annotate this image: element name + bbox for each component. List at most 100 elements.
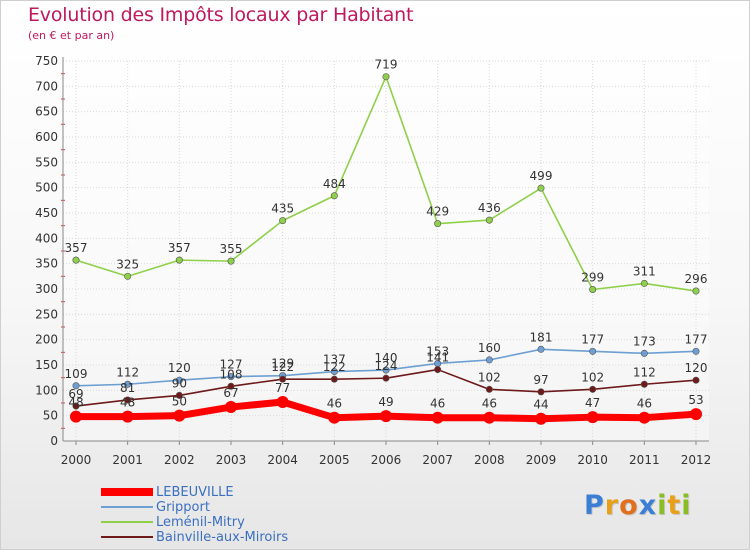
data-point — [692, 287, 700, 295]
data-point — [70, 410, 82, 423]
data-point — [485, 216, 493, 224]
legend-label: Leménil-Mitry — [156, 515, 245, 530]
y-tick-label: 100 — [35, 383, 58, 397]
data-label: 102 — [478, 370, 501, 384]
data-label: 436 — [478, 201, 501, 215]
data-point — [279, 217, 287, 225]
data-point — [640, 279, 648, 287]
data-label: 50 — [172, 395, 187, 409]
data-label: 112 — [116, 365, 139, 379]
y-tick-label: 150 — [35, 358, 58, 372]
data-point — [330, 368, 338, 376]
data-point — [638, 411, 651, 424]
data-label: 122 — [271, 360, 294, 374]
data-point — [382, 374, 390, 382]
data-point — [483, 411, 496, 424]
data-point — [537, 345, 545, 353]
data-label: 102 — [581, 370, 604, 384]
data-label: 44 — [533, 398, 548, 412]
data-point — [692, 347, 700, 355]
x-tick-label: 2012 — [681, 453, 712, 467]
legend-label: LEBEUVILLE — [156, 485, 234, 500]
data-point — [589, 286, 597, 294]
data-label: 137 — [323, 353, 346, 367]
chart-title: Evolution des Impôts locaux par Habitant — [28, 4, 414, 26]
y-tick-label: 450 — [35, 206, 58, 220]
x-tick-label: 2006 — [371, 453, 402, 467]
data-point — [72, 382, 80, 390]
legend-swatch — [101, 506, 153, 508]
data-label: 81 — [120, 381, 135, 395]
data-point — [589, 385, 597, 393]
data-label: 46 — [430, 397, 445, 411]
data-point — [121, 410, 134, 423]
data-label: 429 — [426, 205, 449, 219]
x-tick-label: 2007 — [422, 453, 453, 467]
y-tick-label: 200 — [35, 333, 58, 347]
x-tick-label: 2008 — [474, 453, 505, 467]
data-point — [72, 256, 80, 264]
data-label: 160 — [478, 341, 501, 355]
data-point — [485, 356, 493, 364]
data-label: 499 — [530, 169, 553, 183]
data-label: 177 — [685, 332, 708, 346]
x-tick-label: 2009 — [526, 453, 557, 467]
data-point — [537, 388, 545, 396]
data-point — [537, 184, 545, 192]
data-point — [382, 366, 390, 374]
y-tick-label: 700 — [35, 79, 58, 93]
data-point — [124, 396, 132, 404]
legend-swatch — [101, 536, 153, 538]
data-point — [227, 382, 235, 390]
data-point — [124, 380, 132, 388]
data-point — [276, 395, 289, 408]
y-tick-label: 400 — [35, 231, 58, 245]
data-point — [173, 409, 186, 422]
data-point — [589, 347, 597, 355]
data-label: 49 — [378, 395, 393, 409]
legend-swatch — [101, 521, 153, 523]
data-label: 77 — [275, 381, 290, 395]
data-label: 299 — [581, 271, 604, 285]
data-label: 120 — [685, 361, 708, 375]
y-tick-label: 550 — [35, 155, 58, 169]
data-label: 355 — [220, 242, 243, 256]
data-label: 129 — [271, 357, 294, 371]
data-label: 127 — [220, 358, 243, 372]
y-tick-label: 650 — [35, 105, 58, 119]
y-tick-label: 300 — [35, 282, 58, 296]
data-label: 122 — [323, 360, 346, 374]
data-point — [124, 272, 132, 280]
data-label: 112 — [633, 365, 656, 379]
data-label: 296 — [685, 272, 708, 286]
y-tick-label: 600 — [35, 130, 58, 144]
data-point — [328, 411, 341, 424]
data-label: 48 — [68, 396, 83, 410]
x-tick-label: 2001 — [112, 453, 143, 467]
data-point — [434, 220, 442, 228]
x-tick-label: 2004 — [267, 453, 298, 467]
data-label: 46 — [327, 397, 342, 411]
data-point — [431, 411, 444, 424]
data-point — [175, 376, 183, 384]
data-point — [225, 401, 237, 414]
x-tick-label: 2005 — [319, 453, 350, 467]
y-tick-label: 250 — [35, 307, 58, 321]
y-tick-label: 0 — [50, 434, 58, 448]
data-point — [279, 375, 287, 383]
x-tick-label: 2011 — [629, 453, 660, 467]
data-point — [640, 349, 648, 357]
data-point — [692, 376, 700, 384]
data-label: 140 — [375, 351, 398, 365]
data-label: 177 — [581, 332, 604, 346]
data-point — [72, 402, 80, 410]
series-lebeuville — [70, 395, 702, 425]
data-point — [586, 411, 599, 424]
data-label: 48 — [120, 396, 135, 410]
data-point — [330, 375, 338, 383]
data-label: 46 — [482, 397, 497, 411]
data-label: 69 — [68, 387, 83, 401]
x-tick-label: 2010 — [577, 453, 608, 467]
